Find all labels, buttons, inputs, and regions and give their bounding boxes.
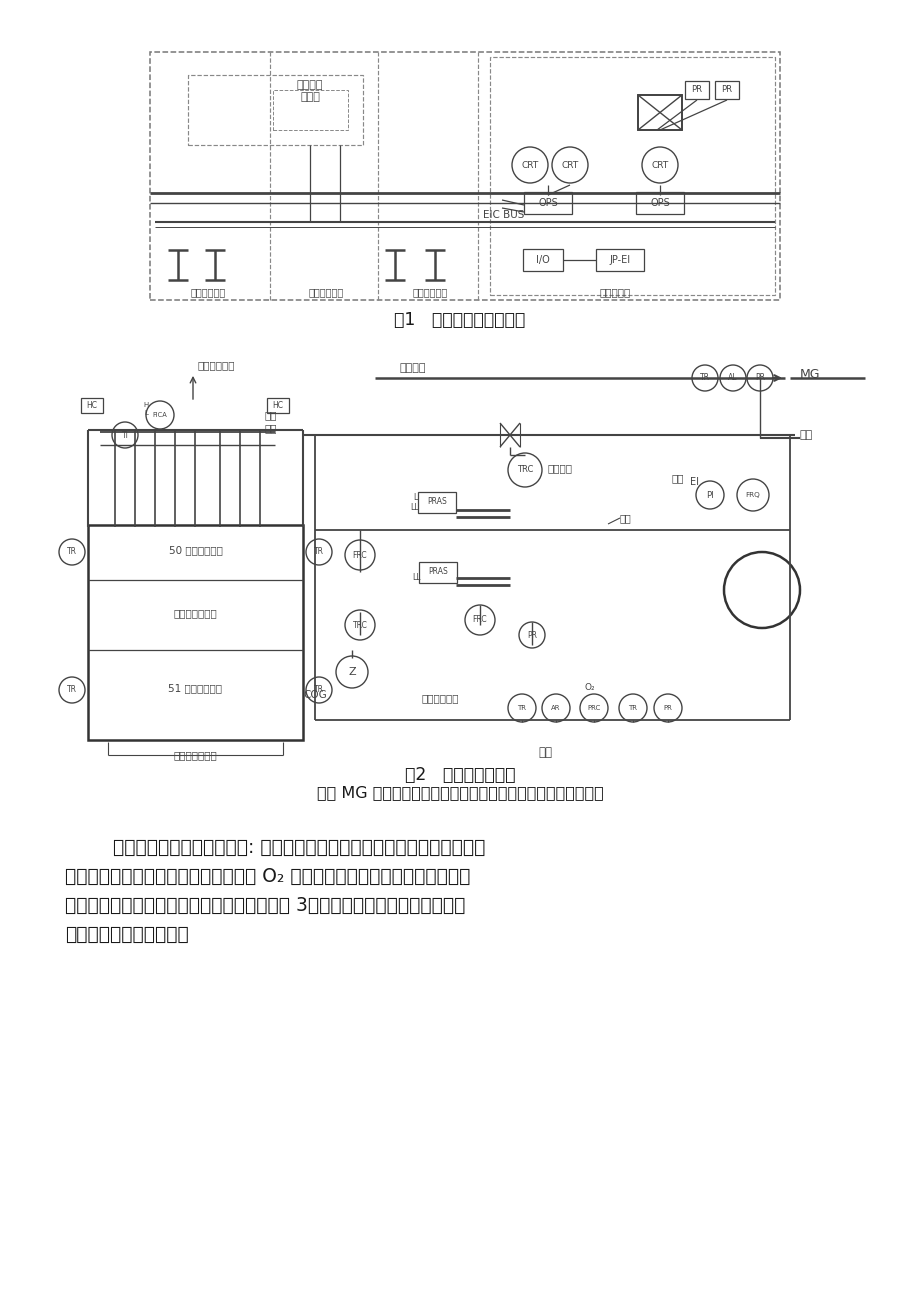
- Text: JP-EI: JP-EI: [608, 255, 630, 266]
- Text: 焦侧: 焦侧: [538, 746, 551, 759]
- Text: TR: TR: [699, 374, 709, 383]
- Text: 点火: 点火: [265, 423, 278, 434]
- Text: TR: TR: [67, 685, 77, 694]
- Bar: [635, 191, 683, 214]
- Text: CRT: CRT: [651, 160, 668, 169]
- Text: 来自炉温控制: 来自炉温控制: [421, 693, 459, 703]
- Text: PRAS: PRAS: [427, 568, 448, 577]
- Text: 至另一炉: 至另一炉: [400, 363, 426, 372]
- Text: 51 个燃烧室温度: 51 个燃烧室温度: [168, 684, 222, 693]
- Text: OPS: OPS: [650, 198, 669, 208]
- Bar: [596, 249, 643, 271]
- Text: 煤处理控制站: 煤处理控制站: [190, 286, 225, 297]
- Bar: [150, 52, 779, 299]
- Text: PRAS: PRAS: [426, 497, 447, 506]
- Text: FRQ: FRQ: [744, 492, 759, 497]
- Bar: [81, 397, 103, 413]
- Text: PR: PR: [720, 86, 732, 95]
- Text: HC: HC: [272, 401, 283, 410]
- Bar: [273, 90, 347, 130]
- Text: HC: HC: [86, 401, 97, 410]
- Text: TR: TR: [313, 548, 323, 556]
- Text: 焦炉加热控制系统主要完成: 以燃烧孔温度测量为基础调节混合煤气流量的: 焦炉加热控制系统主要完成: 以燃烧孔温度测量为基础调节混合煤气流量的: [65, 838, 485, 857]
- Text: 至火落列定系统: 至火落列定系统: [174, 608, 217, 618]
- Bar: [88, 525, 302, 740]
- Text: PR: PR: [527, 630, 537, 639]
- Text: 50 根上升管温度: 50 根上升管温度: [168, 546, 222, 555]
- Bar: [524, 191, 572, 214]
- Text: EIC BUS: EIC BUS: [482, 210, 524, 220]
- Text: 放散: 放散: [265, 410, 278, 421]
- Text: TR: TR: [67, 548, 77, 556]
- Text: FICA: FICA: [153, 411, 167, 418]
- Text: CRT: CRT: [561, 160, 578, 169]
- Text: 图1   焦炉控制系统构成图: 图1 焦炉控制系统构成图: [394, 311, 525, 329]
- Bar: [187, 76, 363, 145]
- Text: 机侧: 机侧: [671, 473, 684, 483]
- Bar: [637, 95, 681, 130]
- Text: 见注: 见注: [619, 513, 631, 523]
- Text: MG: MG: [800, 368, 820, 381]
- Text: 至炉温控制系统: 至炉温控制系统: [174, 750, 217, 760]
- Text: 焦炉控制站: 焦炉控制站: [598, 286, 630, 297]
- Text: H: H: [143, 402, 149, 408]
- Text: EI: EI: [690, 477, 698, 487]
- Text: FRC: FRC: [472, 616, 487, 625]
- Text: TRC: TRC: [352, 621, 367, 629]
- Text: 焦处理控制站: 焦处理控制站: [308, 286, 344, 297]
- Text: PR: PR: [754, 374, 765, 383]
- Text: I/O: I/O: [536, 255, 550, 266]
- Text: AL: AL: [728, 374, 737, 383]
- Bar: [522, 249, 562, 271]
- Text: PR: PR: [663, 704, 672, 711]
- Text: TR: TR: [516, 704, 526, 711]
- Text: 焦炉控制
计算机: 焦炉控制 计算机: [297, 79, 323, 103]
- Text: OPS: OPS: [538, 198, 557, 208]
- Bar: [417, 491, 456, 513]
- Text: 度测量为基础进行焦炭火落时间判定，参见图 3，这也是宝钢三期焦炉控制系统: 度测量为基础进行焦炭火落时间判定，参见图 3，这也是宝钢三期焦炉控制系统: [65, 896, 465, 915]
- Text: L: L: [413, 493, 416, 503]
- Text: PI: PI: [706, 491, 713, 500]
- Text: 的特点。下面分别介绍。: 的特点。下面分别介绍。: [65, 924, 188, 944]
- Bar: [714, 81, 738, 99]
- Text: Z: Z: [347, 667, 356, 677]
- Text: 图2   焦炉仪表流程图: 图2 焦炉仪表流程图: [404, 766, 515, 784]
- Text: PR: PR: [691, 86, 702, 95]
- Text: 炉温控制，以混合煤气流量及烟气中含 O₂ 量进行烟道吸力的控制，以上升管温: 炉温控制，以混合煤气流量及烟气中含 O₂ 量进行烟道吸力的控制，以上升管温: [65, 867, 470, 885]
- Text: TRC: TRC: [516, 466, 533, 474]
- Bar: [418, 561, 457, 582]
- Text: COG: COG: [302, 690, 326, 700]
- Text: PRC: PRC: [586, 704, 600, 711]
- Text: TR: TR: [628, 704, 637, 711]
- Text: 至另一炉: 至另一炉: [548, 464, 573, 473]
- Bar: [490, 57, 774, 296]
- Text: CRT: CRT: [521, 160, 538, 169]
- Bar: [267, 397, 289, 413]
- Text: FRC: FRC: [352, 551, 367, 560]
- Text: LL: LL: [410, 504, 419, 513]
- Text: 干熄焦控制站: 干熄焦控制站: [412, 286, 448, 297]
- Text: 蒸汽: 蒸汽: [800, 430, 812, 440]
- Text: TI: TI: [121, 431, 129, 440]
- Text: 荒煤气去回收: 荒煤气去回收: [198, 359, 235, 370]
- Bar: [685, 81, 709, 99]
- Text: AR: AR: [550, 704, 561, 711]
- Text: LL: LL: [413, 573, 421, 582]
- Text: 机侧 MG 煤气支管及烟道上的测控项目与焦侧相同，图中未表示: 机侧 MG 煤气支管及烟道上的测控项目与焦侧相同，图中未表示: [316, 785, 603, 801]
- Text: TR: TR: [313, 685, 323, 694]
- Text: L: L: [144, 410, 148, 417]
- Text: O₂: O₂: [584, 684, 595, 693]
